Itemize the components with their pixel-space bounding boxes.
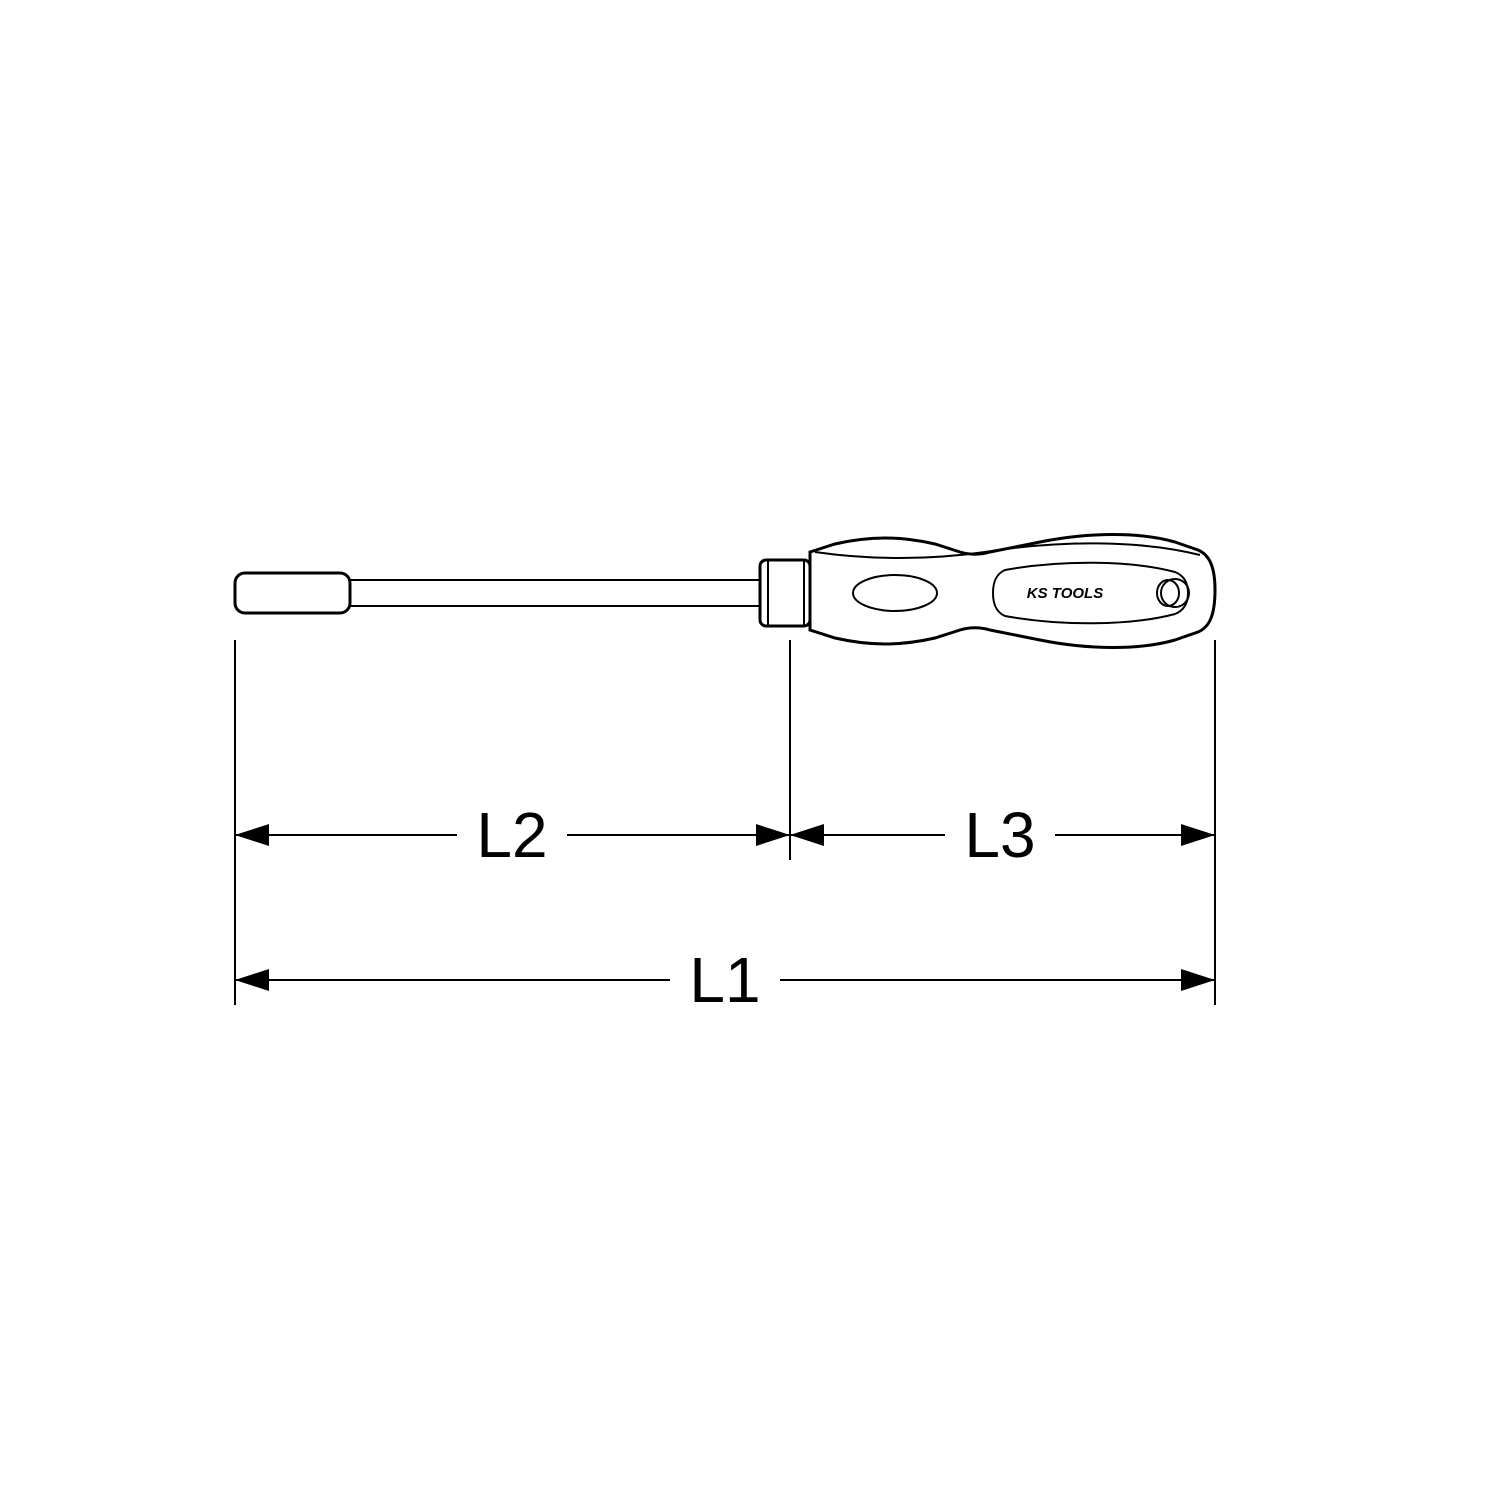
label-l3: L3 bbox=[964, 798, 1035, 872]
label-l2: L2 bbox=[476, 798, 547, 872]
label-l1: L1 bbox=[689, 943, 760, 1017]
brand-label: KS TOOLS bbox=[1027, 585, 1103, 602]
diagram-svg: KS TOOLS bbox=[0, 0, 1500, 1500]
diagram-canvas: KS TOOLS L2 L3 L1 bbox=[0, 0, 1500, 1500]
